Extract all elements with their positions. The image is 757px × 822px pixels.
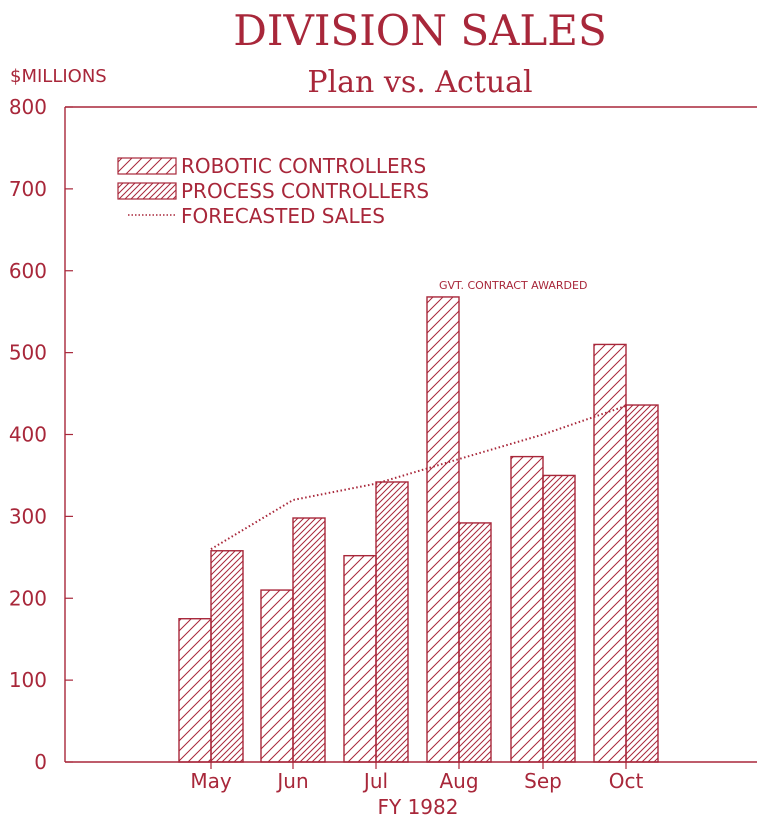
bar-process-jul [375, 481, 409, 763]
bar-robotic-oct [593, 343, 627, 763]
y-tick-label: 100 [9, 668, 47, 692]
x-tick-label: Oct [609, 769, 644, 793]
y-tick-label: 200 [9, 586, 47, 610]
y-tick-label: 800 [9, 95, 47, 119]
chart-subtitle: Plan vs. Actual [307, 65, 532, 100]
legend-label-robotic: ROBOTIC CONTROLLERS [181, 154, 426, 178]
bar-robotic-may [178, 618, 212, 763]
plot-area: 0 100 200 300 400 500 600 700 800 May Jun Jul Aug Sep… [9, 95, 757, 793]
y-tick-label: 0 [34, 750, 47, 774]
forecast-line [210, 404, 627, 550]
x-tick-label: Aug [439, 769, 478, 793]
x-tick-label: May [190, 769, 232, 793]
bar-process-may [210, 550, 244, 763]
bar-robotic-aug [426, 296, 460, 763]
legend-swatch-robotic [117, 157, 177, 175]
x-tick-label: Jul [362, 769, 388, 793]
bar-process-jun [292, 517, 326, 763]
bar-robotic-jun [260, 589, 294, 763]
y-tick-label: 600 [9, 259, 47, 283]
x-tick-label: Jun [275, 769, 308, 793]
y-tick-label: 400 [9, 423, 47, 447]
x-tick-label: Sep [524, 769, 562, 793]
legend-label-forecast: FORECASTED SALES [181, 204, 385, 228]
chart-title: DIVISION SALES [233, 6, 607, 55]
bar-process-aug [458, 522, 492, 763]
legend-swatch-process [117, 182, 177, 200]
bar-process-oct [625, 404, 659, 763]
legend: ROBOTIC CONTROLLERS PROCESS CONTROLLERS … [117, 154, 429, 228]
legend-label-process: PROCESS CONTROLLERS [181, 179, 429, 203]
x-axis-label: FY 1982 [378, 795, 459, 819]
y-tick-label: 700 [9, 177, 47, 201]
bar-process-sep [542, 474, 576, 763]
annotation-label: GVT. CONTRACT AWARDED [439, 279, 587, 292]
y-tick-label: 500 [9, 341, 47, 365]
y-axis-label: $MILLIONS [10, 66, 107, 87]
bar-robotic-jul [343, 554, 377, 763]
bar-robotic-sep [510, 455, 544, 763]
y-tick-label: 300 [9, 504, 47, 528]
